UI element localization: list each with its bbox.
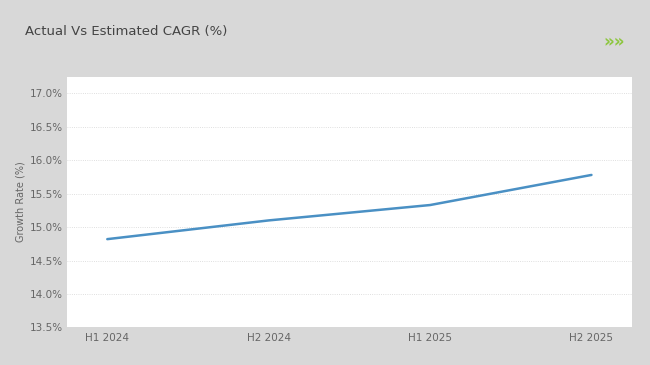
Text: »»: »»	[603, 34, 625, 51]
Y-axis label: Growth Rate (%): Growth Rate (%)	[16, 162, 25, 242]
Text: Actual Vs Estimated CAGR (%): Actual Vs Estimated CAGR (%)	[25, 25, 228, 38]
